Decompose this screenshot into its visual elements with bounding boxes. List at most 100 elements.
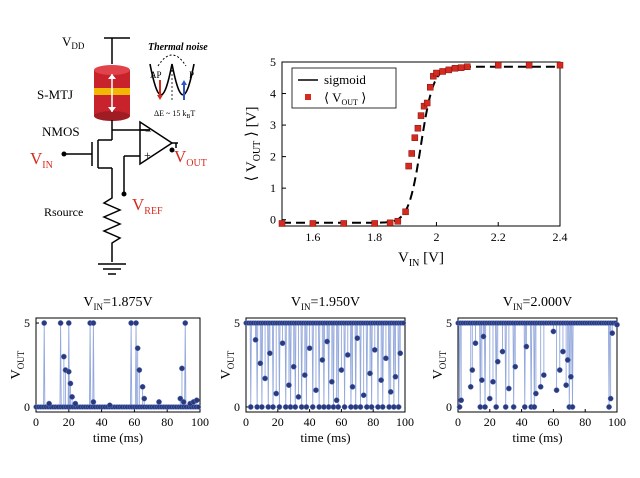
trace3-sample-point: [472, 320, 478, 326]
trace1-sample-point: [67, 404, 74, 410]
trace1-sample-point: [124, 404, 130, 410]
vout-mean-point: [556, 61, 564, 69]
trace3-sample-point: [533, 390, 539, 397]
trace3-sample-point: [550, 320, 557, 326]
trace1-sample-point: [90, 399, 97, 405]
trace2-sample-point: [364, 320, 371, 326]
trace2-sample-point: [314, 320, 321, 326]
trace3-sample-point: [460, 320, 466, 326]
trace2-sample-point: [260, 320, 266, 326]
trace3-sample-point: [607, 395, 614, 402]
trace1-sample-point: [33, 404, 39, 410]
vout-mean-point: [309, 220, 317, 227]
trace3-sample-point: [581, 320, 588, 326]
trace2-sample-point: [341, 320, 347, 326]
transfer-y-tick-label: 4: [270, 87, 276, 101]
vout-mean-point: [464, 63, 471, 70]
trace2-sample-point: [302, 320, 309, 326]
trace1-sample-point: [190, 404, 197, 410]
trace1-sample-point: [134, 345, 141, 352]
trace2-sample-point: [243, 320, 249, 326]
trace1-sample-point: [168, 404, 174, 410]
trace2-sample-point: [295, 394, 302, 400]
trace2-sample-point: [357, 320, 364, 326]
transfer-x-axis-label: VIN [V]: [398, 250, 444, 269]
trace3-sample-point: [545, 320, 552, 326]
svg-text:+: +: [144, 148, 151, 162]
trace2-sample-point: [398, 320, 404, 326]
trace3-x-tick-label: 60: [547, 415, 559, 429]
comparator-opamp: − +: [139, 120, 174, 166]
transfer-legend: [291, 67, 397, 109]
trace3-sample-point: [560, 320, 566, 326]
trace3-sample-point: [600, 320, 607, 326]
trace3-sample-point: [596, 320, 602, 326]
trace1-sample-point: [97, 404, 103, 410]
trace2-sample-point: [341, 404, 348, 410]
trace3-sample-point: [565, 320, 571, 326]
trace2-sample-point: [338, 320, 345, 326]
trace3-sample-point: [481, 320, 487, 326]
trace1-sample-point: [129, 404, 135, 410]
trace2-sample-point: [276, 320, 283, 326]
trace1-sample-point: [90, 320, 97, 326]
transfer-x-tick-label: 2.4: [553, 230, 568, 244]
nmos-transistor: [66, 139, 112, 169]
trace2-sample-point: [383, 355, 389, 362]
trace3-sample-point: [494, 358, 501, 365]
trace3-title: VIN=2.000V: [503, 295, 572, 312]
trace2-sample-point: [379, 320, 385, 326]
trace3-sample-point: [458, 397, 465, 404]
trace1-sample-point: [53, 404, 59, 410]
trace3-plot-frame: [457, 317, 618, 413]
trace2-sample-point: [393, 320, 399, 326]
trace1-sample-point: [141, 395, 148, 402]
trace2-sample-point: [262, 320, 268, 326]
trace1-sample-point: [61, 353, 67, 360]
trace2-sample-point: [267, 350, 273, 357]
trace1-sample-point: [131, 404, 138, 410]
trace3-sample-point: [510, 320, 516, 326]
trace2-sample-point: [329, 378, 335, 385]
trace2-sample-point: [388, 320, 395, 326]
trace1-sample-point: [57, 404, 64, 410]
trace2-sample-point: [326, 320, 333, 326]
trace1-sample-point: [188, 404, 194, 410]
trace1-trace-line: [36, 323, 200, 408]
vout-mean-point: [408, 150, 415, 157]
trace2-x-tick-label: 60: [335, 415, 347, 429]
trace3-x-tick-label: 80: [579, 415, 591, 429]
vout-mean-point: [439, 68, 446, 75]
trace1-sample-point: [177, 395, 184, 402]
trace2-sample-point: [354, 335, 361, 341]
trace3-sample-point: [522, 320, 528, 326]
trace3-sample-point: [609, 330, 616, 336]
trace3-sample-point: [548, 320, 554, 326]
trace1-sample-point: [126, 404, 133, 410]
vout-mean-point: [451, 65, 459, 72]
trace2-trace-line: [246, 322, 405, 407]
trace2-sample-point: [267, 320, 273, 326]
trace2-sample-point: [250, 320, 256, 326]
trace2-sample-point: [305, 320, 311, 326]
legend-vout-label: ⟨ VOUT ⟩: [324, 90, 366, 107]
trace1-sample-point: [75, 404, 81, 410]
circuit-schematic: VDD S-MTJ Thermal noise AP P ΔE ~ 15 kBT: [30, 34, 208, 275]
trace3-sample-point: [491, 320, 497, 326]
trace3-y-axis-label: VOUT: [431, 350, 448, 379]
trace1-sample-point: [50, 404, 56, 410]
trace1-sample-point: [185, 404, 192, 410]
trace2-sample-point: [367, 320, 373, 326]
trace2-sample-point: [333, 320, 340, 326]
trace3-sample-point: [541, 320, 547, 326]
trace3-sample-point: [576, 320, 583, 326]
trace2-sample-point: [329, 320, 335, 326]
transfer-y-tick-label: 5: [270, 55, 276, 69]
trace1-sample-point: [57, 320, 64, 326]
trace3-sample-point: [606, 404, 612, 410]
trace2-sample-point: [252, 320, 259, 326]
trace1-sample-point: [85, 404, 91, 410]
trace3-sample-point: [569, 404, 576, 410]
trace3-sample-point: [495, 320, 502, 326]
trace3-sample-point: [469, 367, 476, 373]
